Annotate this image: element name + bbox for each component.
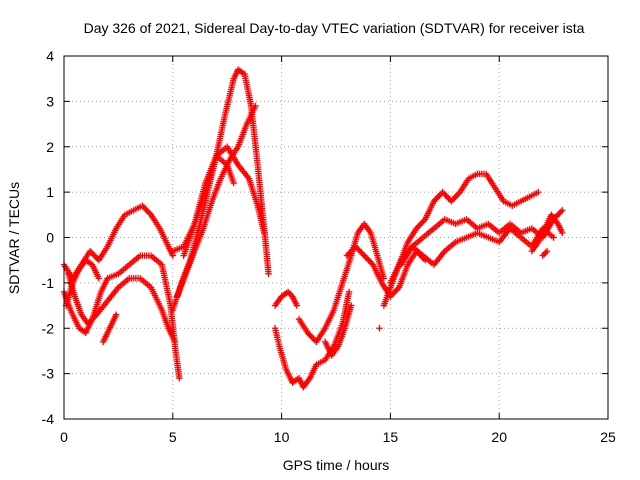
data-point — [348, 302, 355, 309]
y-axis-label: SDTVAR / TECUs — [6, 182, 22, 294]
y-tick-label: 4 — [46, 48, 54, 64]
series-track-i — [180, 152, 237, 259]
grid — [64, 56, 608, 419]
y-tick-label: 3 — [46, 93, 54, 109]
data-point — [265, 270, 272, 277]
x-tick-label: 25 — [600, 429, 616, 445]
series-track-a — [60, 202, 176, 282]
data-point — [171, 338, 179, 346]
series-track-t — [539, 247, 551, 259]
data-point — [252, 102, 259, 110]
y-tick-label: 2 — [46, 139, 54, 155]
x-tick-label: 5 — [169, 429, 177, 445]
series-track-o — [376, 325, 383, 332]
y-tick-label: -1 — [42, 275, 55, 291]
data-point — [376, 325, 383, 332]
x-tick-label: 10 — [274, 429, 290, 445]
data-point — [559, 207, 566, 214]
chart-title: Day 326 of 2021, Sidereal Day-to-day VTE… — [84, 20, 585, 36]
data-point — [543, 247, 551, 255]
series-track-h — [173, 102, 259, 300]
data-point — [293, 302, 301, 309]
axis-ticks — [63, 55, 609, 420]
data-point — [113, 311, 120, 318]
y-tick-label: 1 — [46, 184, 54, 200]
series-track-b — [60, 252, 183, 382]
series-track-e — [99, 311, 120, 346]
data-point — [535, 188, 542, 196]
data-point — [260, 229, 268, 237]
series-track-m — [321, 302, 355, 359]
x-axis-label: GPS time / hours — [283, 457, 390, 473]
x-tick-labels: 0 5 10 15 20 25 — [60, 429, 616, 445]
data-point — [95, 275, 103, 282]
data-point — [230, 179, 237, 187]
series-track-s — [528, 211, 566, 255]
series-track-l — [295, 220, 388, 346]
y-tick-label: -4 — [42, 411, 55, 427]
x-tick-label: 15 — [383, 429, 399, 445]
y-tick-labels: -4 -3 -2 -1 0 1 2 3 4 — [42, 48, 55, 427]
series-track-c — [65, 270, 179, 346]
x-tick-label: 0 — [60, 429, 68, 445]
y-tick-label: -3 — [42, 366, 55, 382]
data-point — [345, 288, 353, 296]
x-tick-label: 20 — [491, 429, 507, 445]
data-points — [60, 66, 566, 391]
series-track-k — [271, 288, 301, 309]
y-tick-label: 0 — [46, 230, 54, 246]
data-point — [550, 234, 557, 241]
y-tick-label: -2 — [42, 320, 55, 336]
series-track-d — [62, 256, 103, 309]
data-point — [176, 374, 183, 382]
data-point — [559, 229, 566, 237]
